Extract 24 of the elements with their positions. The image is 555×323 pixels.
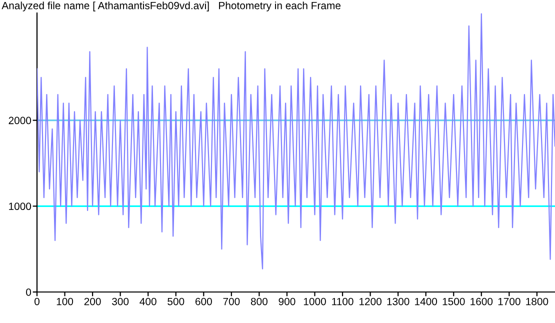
x-tick-label: 1300 [387, 298, 410, 306]
x-tick-label: 1400 [415, 298, 438, 306]
x-tick-label: 1700 [498, 298, 520, 306]
x-tick-label: 1600 [470, 298, 493, 306]
x-tick-label: 400 [140, 298, 156, 306]
x-tick-label: 600 [195, 298, 212, 306]
x-tick-label: 1800 [526, 298, 548, 306]
x-tick-label: 0 [34, 298, 40, 306]
x-tick-label: 500 [168, 298, 184, 306]
x-tick-label: 200 [84, 298, 101, 306]
x-tick-label: 900 [278, 298, 296, 306]
x-tick-label: 1100 [332, 298, 354, 306]
line-series [37, 13, 555, 270]
chart-title: Analyzed file name [ AthamantisFeb09vd.avi] Photometry in each Frame [2, 2, 340, 12]
x-tick-label: 700 [223, 298, 240, 306]
x-tick-label: 1000 [304, 298, 326, 306]
x-tick-label: 1500 [442, 298, 465, 306]
x-tick-label: 100 [56, 298, 74, 306]
x-tick-label: 300 [112, 298, 129, 306]
y-tick-label: 0 [26, 288, 32, 296]
x-tick-label: 1200 [360, 298, 382, 306]
y-tick-label: 2000 [8, 116, 32, 124]
y-tick-label: 1000 [9, 202, 32, 210]
x-tick-label: 800 [250, 298, 268, 306]
